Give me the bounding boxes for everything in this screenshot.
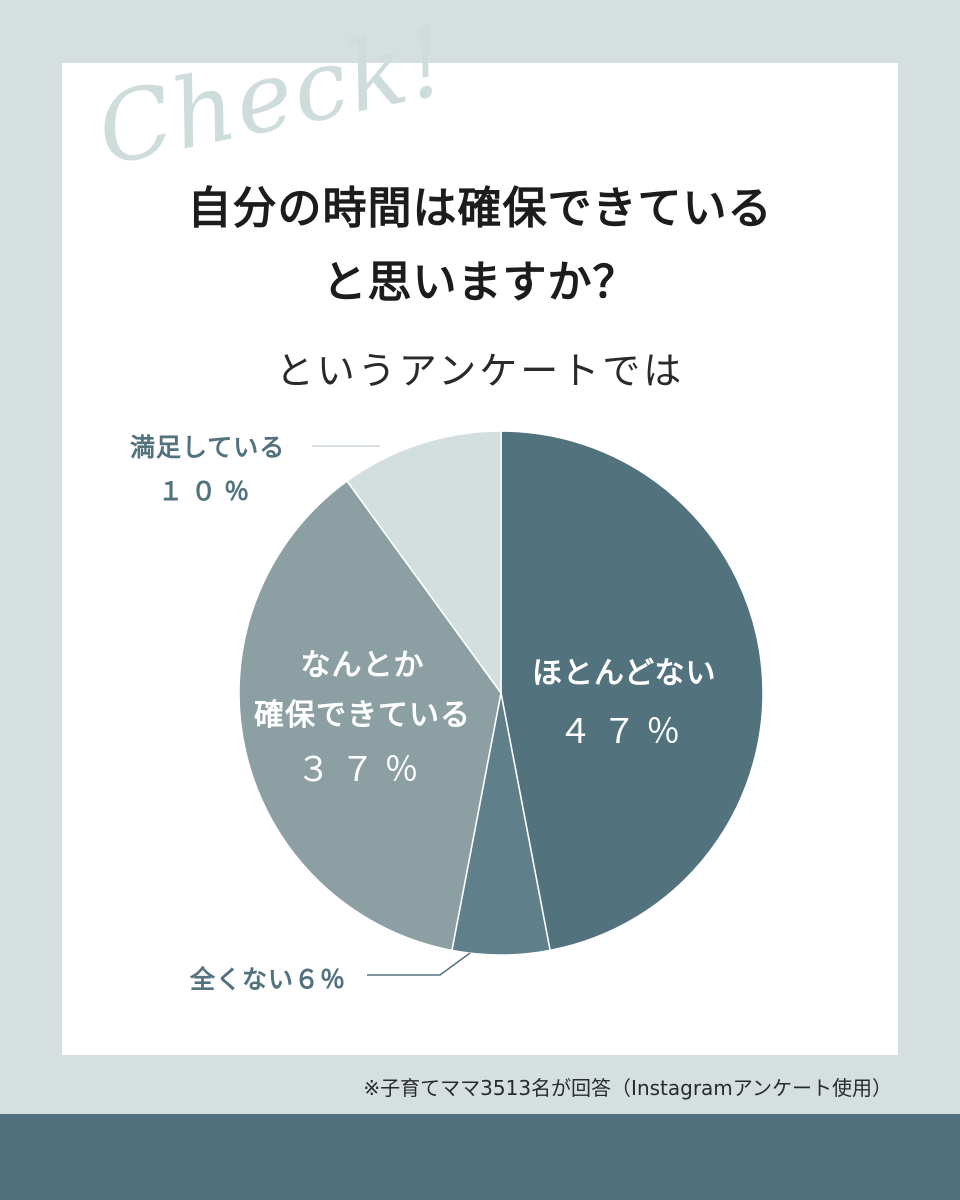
pie-slice-1 <box>500 430 764 952</box>
label-nantoka-name-line2: 確保できている <box>254 698 471 733</box>
title-line-1: 自分の時間は確保できている <box>187 183 773 234</box>
label-hotondonai-name: ほとんどない <box>532 656 717 691</box>
label-nantoka-pct: ３７％ <box>296 750 429 790</box>
title-line-2: と思いますか？ <box>322 257 638 308</box>
pie-slice-3 <box>238 479 502 952</box>
subtitle: というアンケートでは <box>275 349 685 393</box>
label-mattaku: 全くない６％ <box>190 965 347 994</box>
leader-line-mattaku <box>367 952 471 976</box>
label-manzoku-pct: １０％ <box>158 477 258 506</box>
footnote: ※子育てママ3513名が回答（Instagramアンケート使用） <box>363 1076 892 1100</box>
pie-slice-4 <box>345 430 502 696</box>
label-hotondonai-pct: ４７％ <box>558 712 691 752</box>
label-manzoku-name: 満足している <box>130 433 286 462</box>
label-manzoku: 満足している １０％ <box>130 428 285 508</box>
label-hotondonai: ほとんどない ４７％ <box>532 648 717 753</box>
label-nantoka: なんとか 確保できている ３７％ <box>254 640 471 791</box>
bottom-band <box>0 1114 960 1200</box>
label-nantoka-name-line1: なんとか <box>300 648 425 683</box>
